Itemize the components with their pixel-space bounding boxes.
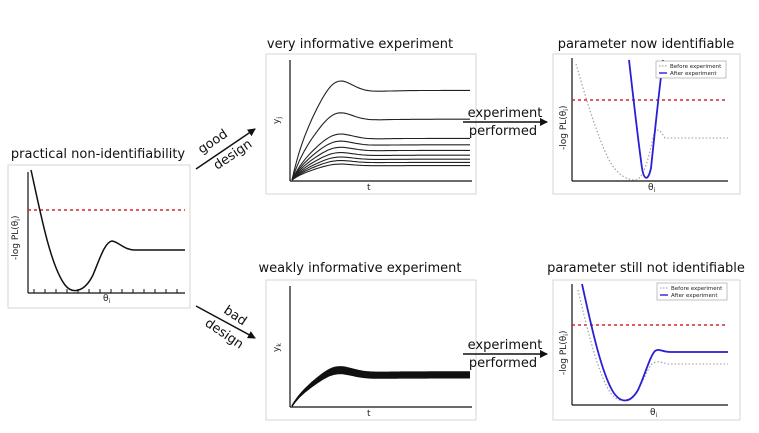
trajectory-line: [291, 146, 470, 181]
top-mid-trajectory-panel: yj t: [265, 53, 477, 195]
top-right-profile-panel: Before experiment After experiment -log …: [552, 53, 741, 195]
bottom-right-before-curve: [577, 289, 728, 402]
bottom-experiment-label-2: performed: [469, 356, 537, 371]
bottom-mid-y-label: yk: [272, 343, 283, 352]
top-right-x-label: θi: [648, 183, 656, 194]
left-profile-curve: [30, 169, 185, 292]
good-design-arrow-line: [195, 128, 256, 170]
left-panel-frame: [7, 164, 191, 309]
top-experiment-label-2: performed: [469, 124, 537, 139]
bottom-right-after-curve: [581, 283, 728, 402]
trajectory-line: [291, 160, 470, 181]
bottom-mid-x-label: t: [367, 409, 371, 419]
top-right-legend-before-label: Before experiment: [670, 64, 722, 70]
bottom-right-x-label: θi: [650, 408, 658, 419]
bottom-right-legend-before-label: Before experiment: [671, 286, 723, 292]
top-experiment-label-1: experiment: [468, 106, 543, 121]
bottom-mid-trajectory-panel: yk t: [265, 279, 477, 421]
trajectory-line: [291, 112, 470, 181]
top-mid-x-label: t: [367, 183, 371, 193]
bottom-right-y-label: -log PL(θi): [559, 331, 570, 375]
good-design-arrow: good design: [195, 127, 256, 173]
bottom-right-legend-box: [656, 282, 728, 301]
bottom-mid-panel-frame: [265, 279, 477, 421]
bad-design-arrow: bad design: [195, 303, 256, 352]
bottom-mid-trajectories: [291, 366, 470, 407]
bottom-right-legend: Before experiment After experiment: [656, 282, 728, 301]
trajectory-line: [291, 80, 470, 181]
bad-design-arrow-line: [195, 305, 256, 339]
bottom-right-panel-frame: [552, 279, 741, 421]
bottom-experiment-label-1: experiment: [468, 338, 543, 353]
left-profile-panel: -log PL(θi) θi: [7, 164, 191, 309]
top-mid-trajectories: [291, 80, 470, 181]
bottom-right-panel-title: parameter still not identifiable: [547, 261, 745, 276]
trajectory-line: [291, 133, 470, 181]
top-experiment-arrow: experiment performed: [463, 106, 548, 139]
trajectory-line: [291, 163, 470, 181]
top-mid-y-label: yj: [272, 117, 283, 124]
top-right-before-curve: [575, 63, 728, 181]
trajectory-line: [291, 366, 470, 407]
left-y-label: -log PL(θi): [11, 216, 22, 260]
trajectory-line: [291, 152, 470, 181]
trajectory-line: [291, 140, 470, 181]
bottom-mid-panel-title: weakly informative experiment: [259, 261, 462, 276]
left-x-label: θi: [103, 294, 111, 305]
top-right-legend: Before experiment After experiment: [655, 60, 727, 79]
bottom-experiment-arrow: experiment performed: [463, 338, 548, 371]
bottom-right-legend-after-label: After experiment: [671, 293, 718, 299]
bottom-right-profile-panel: Before experiment After experiment -log …: [552, 279, 741, 421]
left-panel-title: practical non-identifiability: [11, 147, 186, 162]
top-right-after-curve: [628, 59, 664, 179]
top-right-panel-title: parameter now identifiable: [558, 37, 735, 52]
top-mid-panel-title: very informative experiment: [267, 37, 453, 52]
top-right-y-label: -log PL(θi): [559, 106, 570, 150]
trajectory-line: [291, 156, 470, 181]
top-right-legend-box: [655, 60, 727, 79]
top-right-legend-after-label: After experiment: [670, 71, 717, 77]
